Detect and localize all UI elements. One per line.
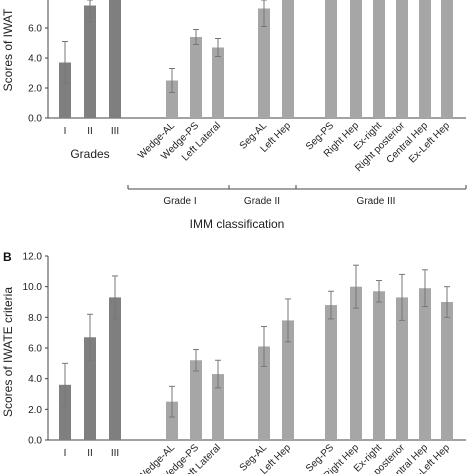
bar xyxy=(325,0,337,118)
bar xyxy=(190,360,202,440)
bar xyxy=(212,374,224,440)
y-tick-label: 6.0 xyxy=(28,344,42,355)
bar xyxy=(109,0,121,118)
y-tick-label: 2.0 xyxy=(28,405,42,416)
y-tick-label: 0.0 xyxy=(28,436,42,447)
y-tick-label: 2.0 xyxy=(28,84,42,95)
bar xyxy=(190,37,202,118)
y-axis-title: Scores of IWATE criteria xyxy=(1,287,15,417)
group-label: Grade I xyxy=(163,196,196,207)
bar xyxy=(350,0,362,118)
bar xyxy=(419,0,431,118)
y-tick-label: 10.0 xyxy=(23,282,43,293)
bar xyxy=(166,80,178,118)
x-tick-label: I xyxy=(64,126,67,137)
group-label: Grade II xyxy=(244,196,280,207)
x-tick-label: III xyxy=(111,448,119,459)
grades-label: Grades xyxy=(70,147,109,161)
bar xyxy=(59,384,71,440)
bar xyxy=(166,401,178,440)
y-tick-label: 4.0 xyxy=(28,374,42,385)
bar xyxy=(282,320,294,440)
bar xyxy=(396,297,408,440)
y-tick-label: 4.0 xyxy=(28,54,42,65)
bar xyxy=(282,0,294,118)
y-tick-label: 0.0 xyxy=(28,114,42,125)
y-tick-label: 6.0 xyxy=(28,24,42,35)
bar xyxy=(212,47,224,118)
bar xyxy=(258,346,270,440)
y-tick-label: 8.0 xyxy=(28,313,42,324)
panel-label: B xyxy=(3,250,12,264)
y-axis-title: Scores of IWAT xyxy=(1,8,15,91)
x-tick-label: I xyxy=(64,448,67,459)
x-tick-label: II xyxy=(87,448,93,459)
x-tick-label: II xyxy=(87,126,93,137)
group-label: Grade III xyxy=(357,196,396,207)
bar xyxy=(441,0,453,118)
x-tick-label: III xyxy=(111,126,119,137)
bar xyxy=(373,291,385,440)
x-axis-title: IMM classification xyxy=(190,217,285,231)
bar xyxy=(258,8,270,118)
bar xyxy=(419,288,431,440)
bar xyxy=(84,337,96,440)
bar xyxy=(59,62,71,118)
panel-b-chart: B 0.0 2.0 4.0 6.0 8.0 10.0 12.0 Scores of IWATE … xyxy=(1,250,466,474)
bar xyxy=(84,5,96,118)
y-tick-label: 12.0 xyxy=(23,252,43,263)
bar xyxy=(396,0,408,118)
bar xyxy=(325,305,337,440)
bar xyxy=(441,302,453,440)
bar xyxy=(350,286,362,440)
bar xyxy=(373,0,385,118)
bar xyxy=(109,297,121,440)
